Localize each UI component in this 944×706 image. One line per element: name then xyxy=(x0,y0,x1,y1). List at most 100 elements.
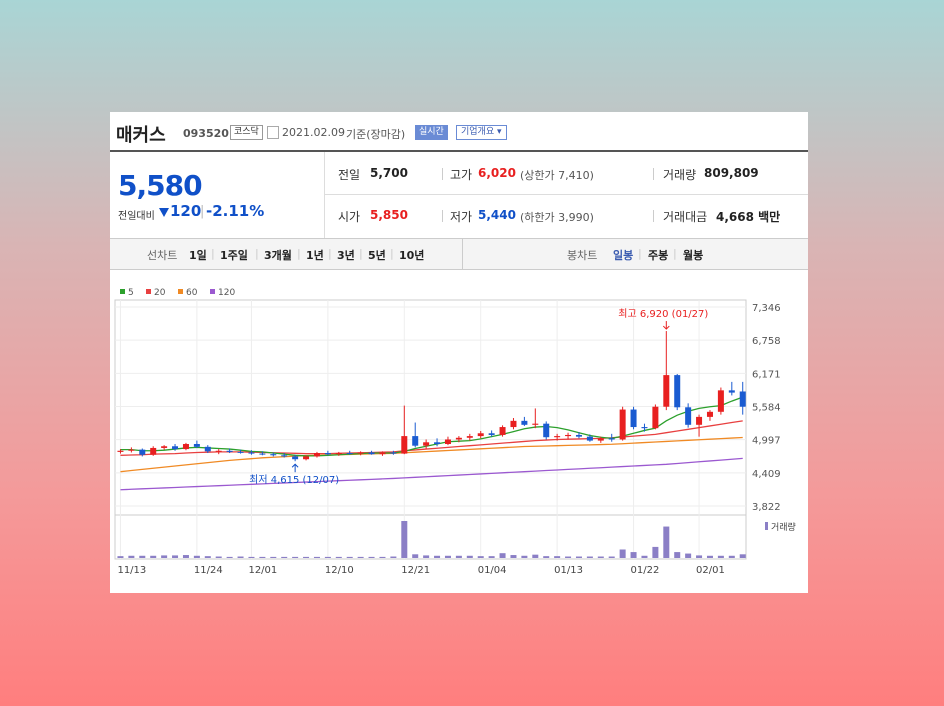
volume-bar xyxy=(499,553,506,558)
candle-body xyxy=(303,456,310,460)
volume-bar xyxy=(248,556,255,558)
candle-body xyxy=(172,446,179,450)
plot-frame xyxy=(114,299,747,516)
volume-bar xyxy=(270,556,277,558)
candle-body xyxy=(281,455,288,457)
volume-bar xyxy=(357,556,364,558)
volume-bar xyxy=(521,555,528,558)
candle-body xyxy=(641,427,648,429)
realtime-button[interactable]: 실시간 xyxy=(415,125,448,140)
volume-bar xyxy=(128,555,135,558)
volume-bar xyxy=(161,555,168,558)
volume-bar xyxy=(324,556,331,558)
current-price: 5,580 xyxy=(118,169,203,202)
date-suffix: 기준(장마감) xyxy=(346,128,406,141)
legend-label: 120 xyxy=(218,288,235,298)
chart-tab-bar: 선차트 1일 | 1주일 | 3개월 | 1년 | 3년 | 5년 | 10년 … xyxy=(110,238,808,270)
candle-body xyxy=(401,436,408,454)
legend-label: 60 xyxy=(186,288,198,298)
separator: | xyxy=(200,204,205,219)
stock-name: 매커스 xyxy=(116,125,166,146)
legend-swatch xyxy=(178,289,183,294)
low-label: 저가 xyxy=(450,210,473,224)
open-value: 5,850 xyxy=(370,208,408,222)
legend-label: 5 xyxy=(128,288,134,298)
candle-body xyxy=(728,390,735,393)
ma20-line xyxy=(120,420,743,456)
change-percent: -2.11% xyxy=(206,202,265,220)
candle-body xyxy=(324,453,331,455)
volume-bar xyxy=(685,553,692,558)
candle-body xyxy=(215,450,222,452)
high-value: 6,020 xyxy=(478,166,516,180)
candle-body xyxy=(652,406,659,429)
tab-monthly[interactable]: 월봉 xyxy=(683,249,704,262)
candle-body xyxy=(150,447,157,455)
y-tick-label: 5,584 xyxy=(752,403,781,414)
candle-body xyxy=(521,420,528,425)
volume-bar xyxy=(379,556,386,558)
tab-5y[interactable]: 5년 xyxy=(368,249,386,262)
tab-3y[interactable]: 3년 xyxy=(337,249,355,262)
volume-bar xyxy=(346,556,353,558)
candle-body xyxy=(510,420,517,428)
volume-bar xyxy=(172,555,179,558)
tab-daily[interactable]: 일봉 xyxy=(613,249,634,262)
candle-body xyxy=(488,433,495,435)
tab-separator: | xyxy=(359,247,363,260)
high-arrow-head xyxy=(662,325,670,330)
tab-weekly[interactable]: 주봉 xyxy=(648,249,669,262)
candle-body xyxy=(117,450,124,452)
y-tick-label: 6,171 xyxy=(752,369,781,380)
tab-10y[interactable]: 10년 xyxy=(399,249,425,262)
legend-swatch xyxy=(210,289,215,294)
low-arrow-head xyxy=(291,463,299,468)
change-value: 120 xyxy=(170,202,202,220)
candle-body xyxy=(412,436,419,446)
tab-separator: | xyxy=(328,247,332,260)
volume-bar xyxy=(696,555,703,558)
candle-body xyxy=(204,446,211,452)
volume-bar xyxy=(292,556,299,558)
candle-body xyxy=(248,452,255,454)
volume-bar xyxy=(586,556,593,558)
candle-body xyxy=(313,453,320,457)
candle-chart-label: 봉차트 xyxy=(567,249,598,262)
volume-bar xyxy=(390,556,397,558)
candle-body xyxy=(499,427,506,435)
candle-body xyxy=(543,423,550,438)
volume-bar xyxy=(117,556,124,558)
x-tick-label: 01/13 xyxy=(554,565,583,576)
divider xyxy=(653,168,654,180)
change-label: 전일대비 xyxy=(118,211,155,222)
x-tick-label: 12/10 xyxy=(325,565,354,576)
candle-body xyxy=(139,449,146,455)
volume-bar xyxy=(717,555,724,558)
tab-1w[interactable]: 1주일 xyxy=(220,249,248,262)
tab-separator: | xyxy=(638,247,642,260)
y-tick-label: 4,997 xyxy=(752,436,781,447)
candle-body xyxy=(477,433,484,437)
tab-3m[interactable]: 3개월 xyxy=(264,249,292,262)
volume-bar xyxy=(619,549,626,558)
volume-bar xyxy=(368,556,375,558)
divider xyxy=(653,210,654,222)
volume-bar xyxy=(466,555,473,558)
volume-legend-swatch xyxy=(765,522,768,530)
candle-body xyxy=(455,437,462,440)
candle-body xyxy=(270,454,277,456)
tab-1y[interactable]: 1년 xyxy=(306,249,324,262)
amount-value: 4,668 백만 xyxy=(716,210,781,224)
candle-body xyxy=(597,438,604,441)
divider xyxy=(442,168,443,180)
company-info-button[interactable]: 기업개요 ▾ xyxy=(456,125,507,140)
volume-bar xyxy=(608,556,615,558)
volume-bar xyxy=(706,555,713,558)
candle-body xyxy=(390,452,397,454)
stock-date: 2021.02.09 xyxy=(282,126,345,139)
tab-1d[interactable]: 1일 xyxy=(189,249,207,262)
volume-bar xyxy=(488,556,495,558)
ma60-line xyxy=(120,436,743,473)
volume-bar xyxy=(728,555,735,558)
down-triangle-icon xyxy=(159,208,169,217)
